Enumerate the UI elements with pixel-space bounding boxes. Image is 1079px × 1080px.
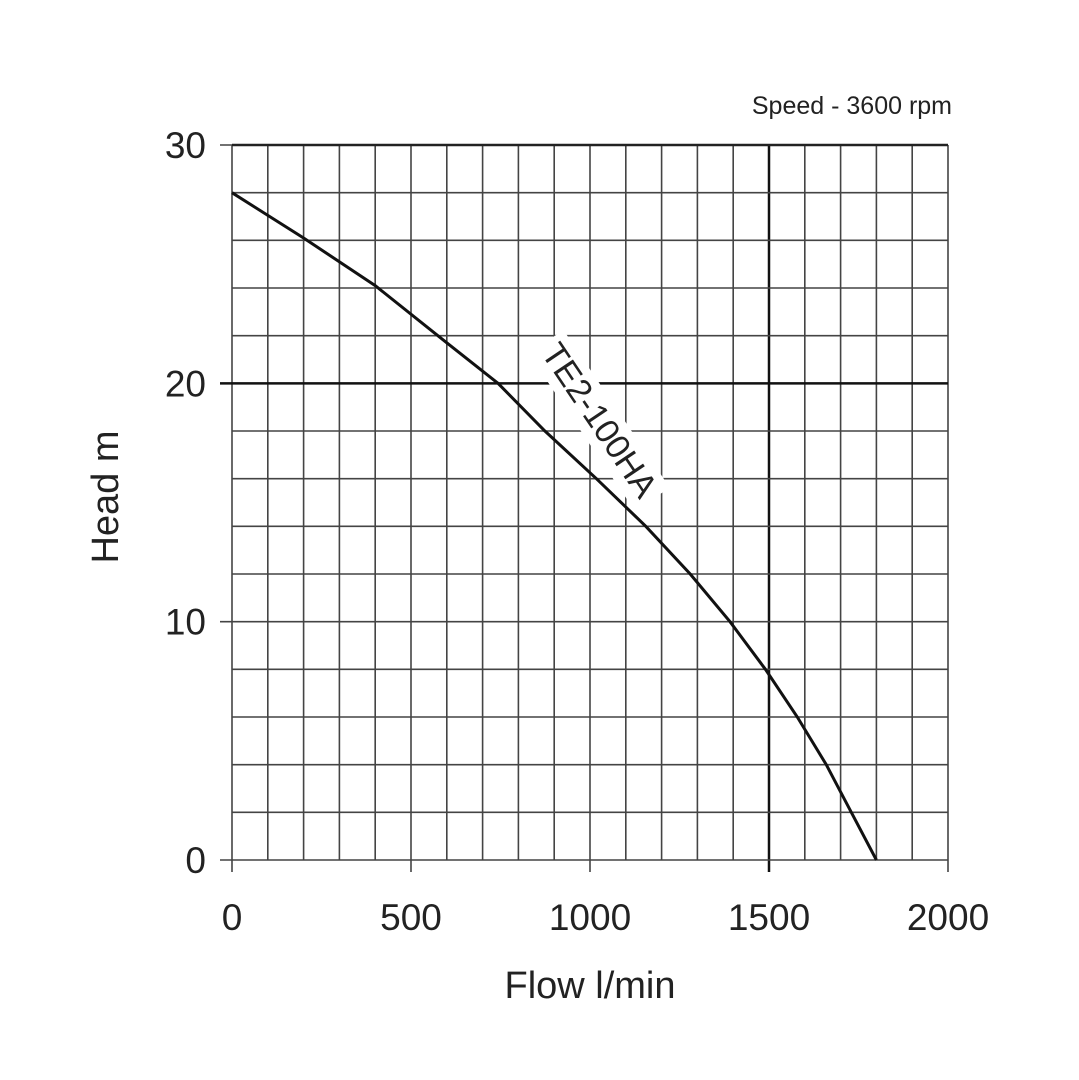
x-tick-label: 0 <box>222 897 243 938</box>
chart-title: Speed - 3600 rpm <box>752 92 952 120</box>
y-tick-label: 30 <box>165 125 206 166</box>
y-tick-label: 20 <box>165 363 206 404</box>
x-tick-label: 1500 <box>728 897 810 938</box>
y-axis-label: Head m <box>85 430 127 563</box>
y-tick-label: 0 <box>185 840 206 881</box>
y-tick-label: 10 <box>165 602 206 643</box>
series-line-te2-100ha <box>231 191 878 861</box>
x-axis-label: Flow l/min <box>504 965 675 1007</box>
x-tick-labels: 0 500 1000 1500 2000 <box>222 897 989 938</box>
y-tick-labels: 0 10 20 30 <box>165 125 206 881</box>
curve-label-background <box>528 330 670 512</box>
grid <box>220 143 949 872</box>
x-tick-label: 1000 <box>549 897 631 938</box>
x-tick-label: 500 <box>380 897 442 938</box>
x-tick-label: 2000 <box>907 897 989 938</box>
